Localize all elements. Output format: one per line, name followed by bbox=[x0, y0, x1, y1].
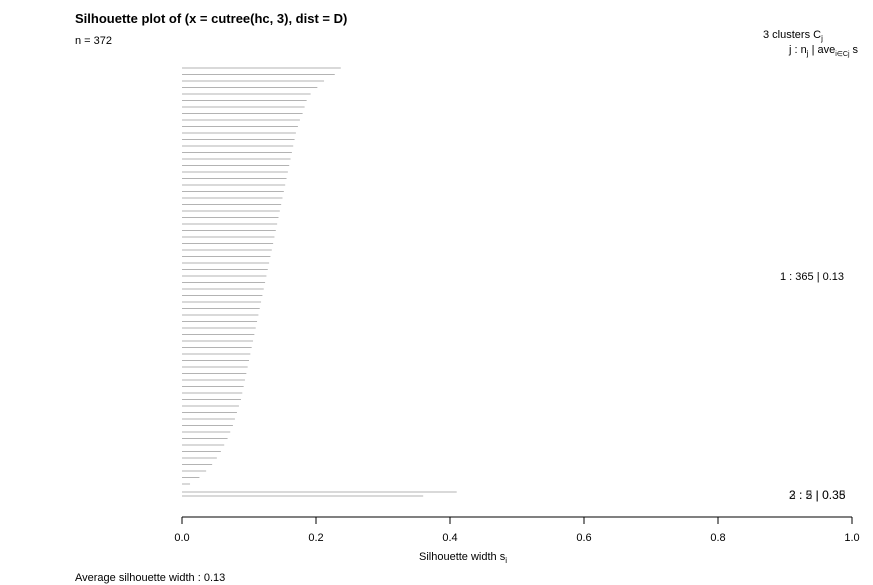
x-axis: 0.0 0.2 0.4 0.6 0.8 1.0 bbox=[174, 516, 860, 544]
x-axis-label: Silhouette width si bbox=[419, 551, 507, 565]
cluster-labels: 1 : 365 | 0.13 3 : 2 | 0.382 : 5 | 0.35 bbox=[780, 271, 846, 502]
x-tick-label: 0.4 bbox=[442, 532, 457, 544]
x-tick-label: 0.8 bbox=[710, 532, 725, 544]
x-tick-label: 0.0 bbox=[174, 532, 189, 544]
chart-subtitle: n = 372 bbox=[75, 35, 112, 47]
cluster-label-1: 1 : 365 | 0.13 bbox=[780, 271, 844, 283]
cluster-label-3: 3 : 2 | 0.38 bbox=[789, 488, 846, 502]
legend-header-line2: j : nj | avei∈Cj s bbox=[788, 44, 859, 58]
cluster-label-2: 2 : 5 | 0.35 bbox=[789, 488, 846, 502]
silhouette-bars bbox=[182, 67, 457, 497]
legend-header-line1: 3 clusters Cj bbox=[763, 29, 823, 43]
average-silhouette-width: Average silhouette width : 0.13 bbox=[75, 572, 225, 584]
chart-title: Silhouette plot of (x = cutree(hc, 3), d… bbox=[75, 11, 347, 26]
x-tick-label: 0.2 bbox=[308, 532, 323, 544]
x-tick-label: 0.6 bbox=[576, 532, 591, 544]
legend-header: 3 clusters Cj j : nj | avei∈Cj s bbox=[763, 29, 859, 58]
x-tick-label: 1.0 bbox=[844, 532, 859, 544]
